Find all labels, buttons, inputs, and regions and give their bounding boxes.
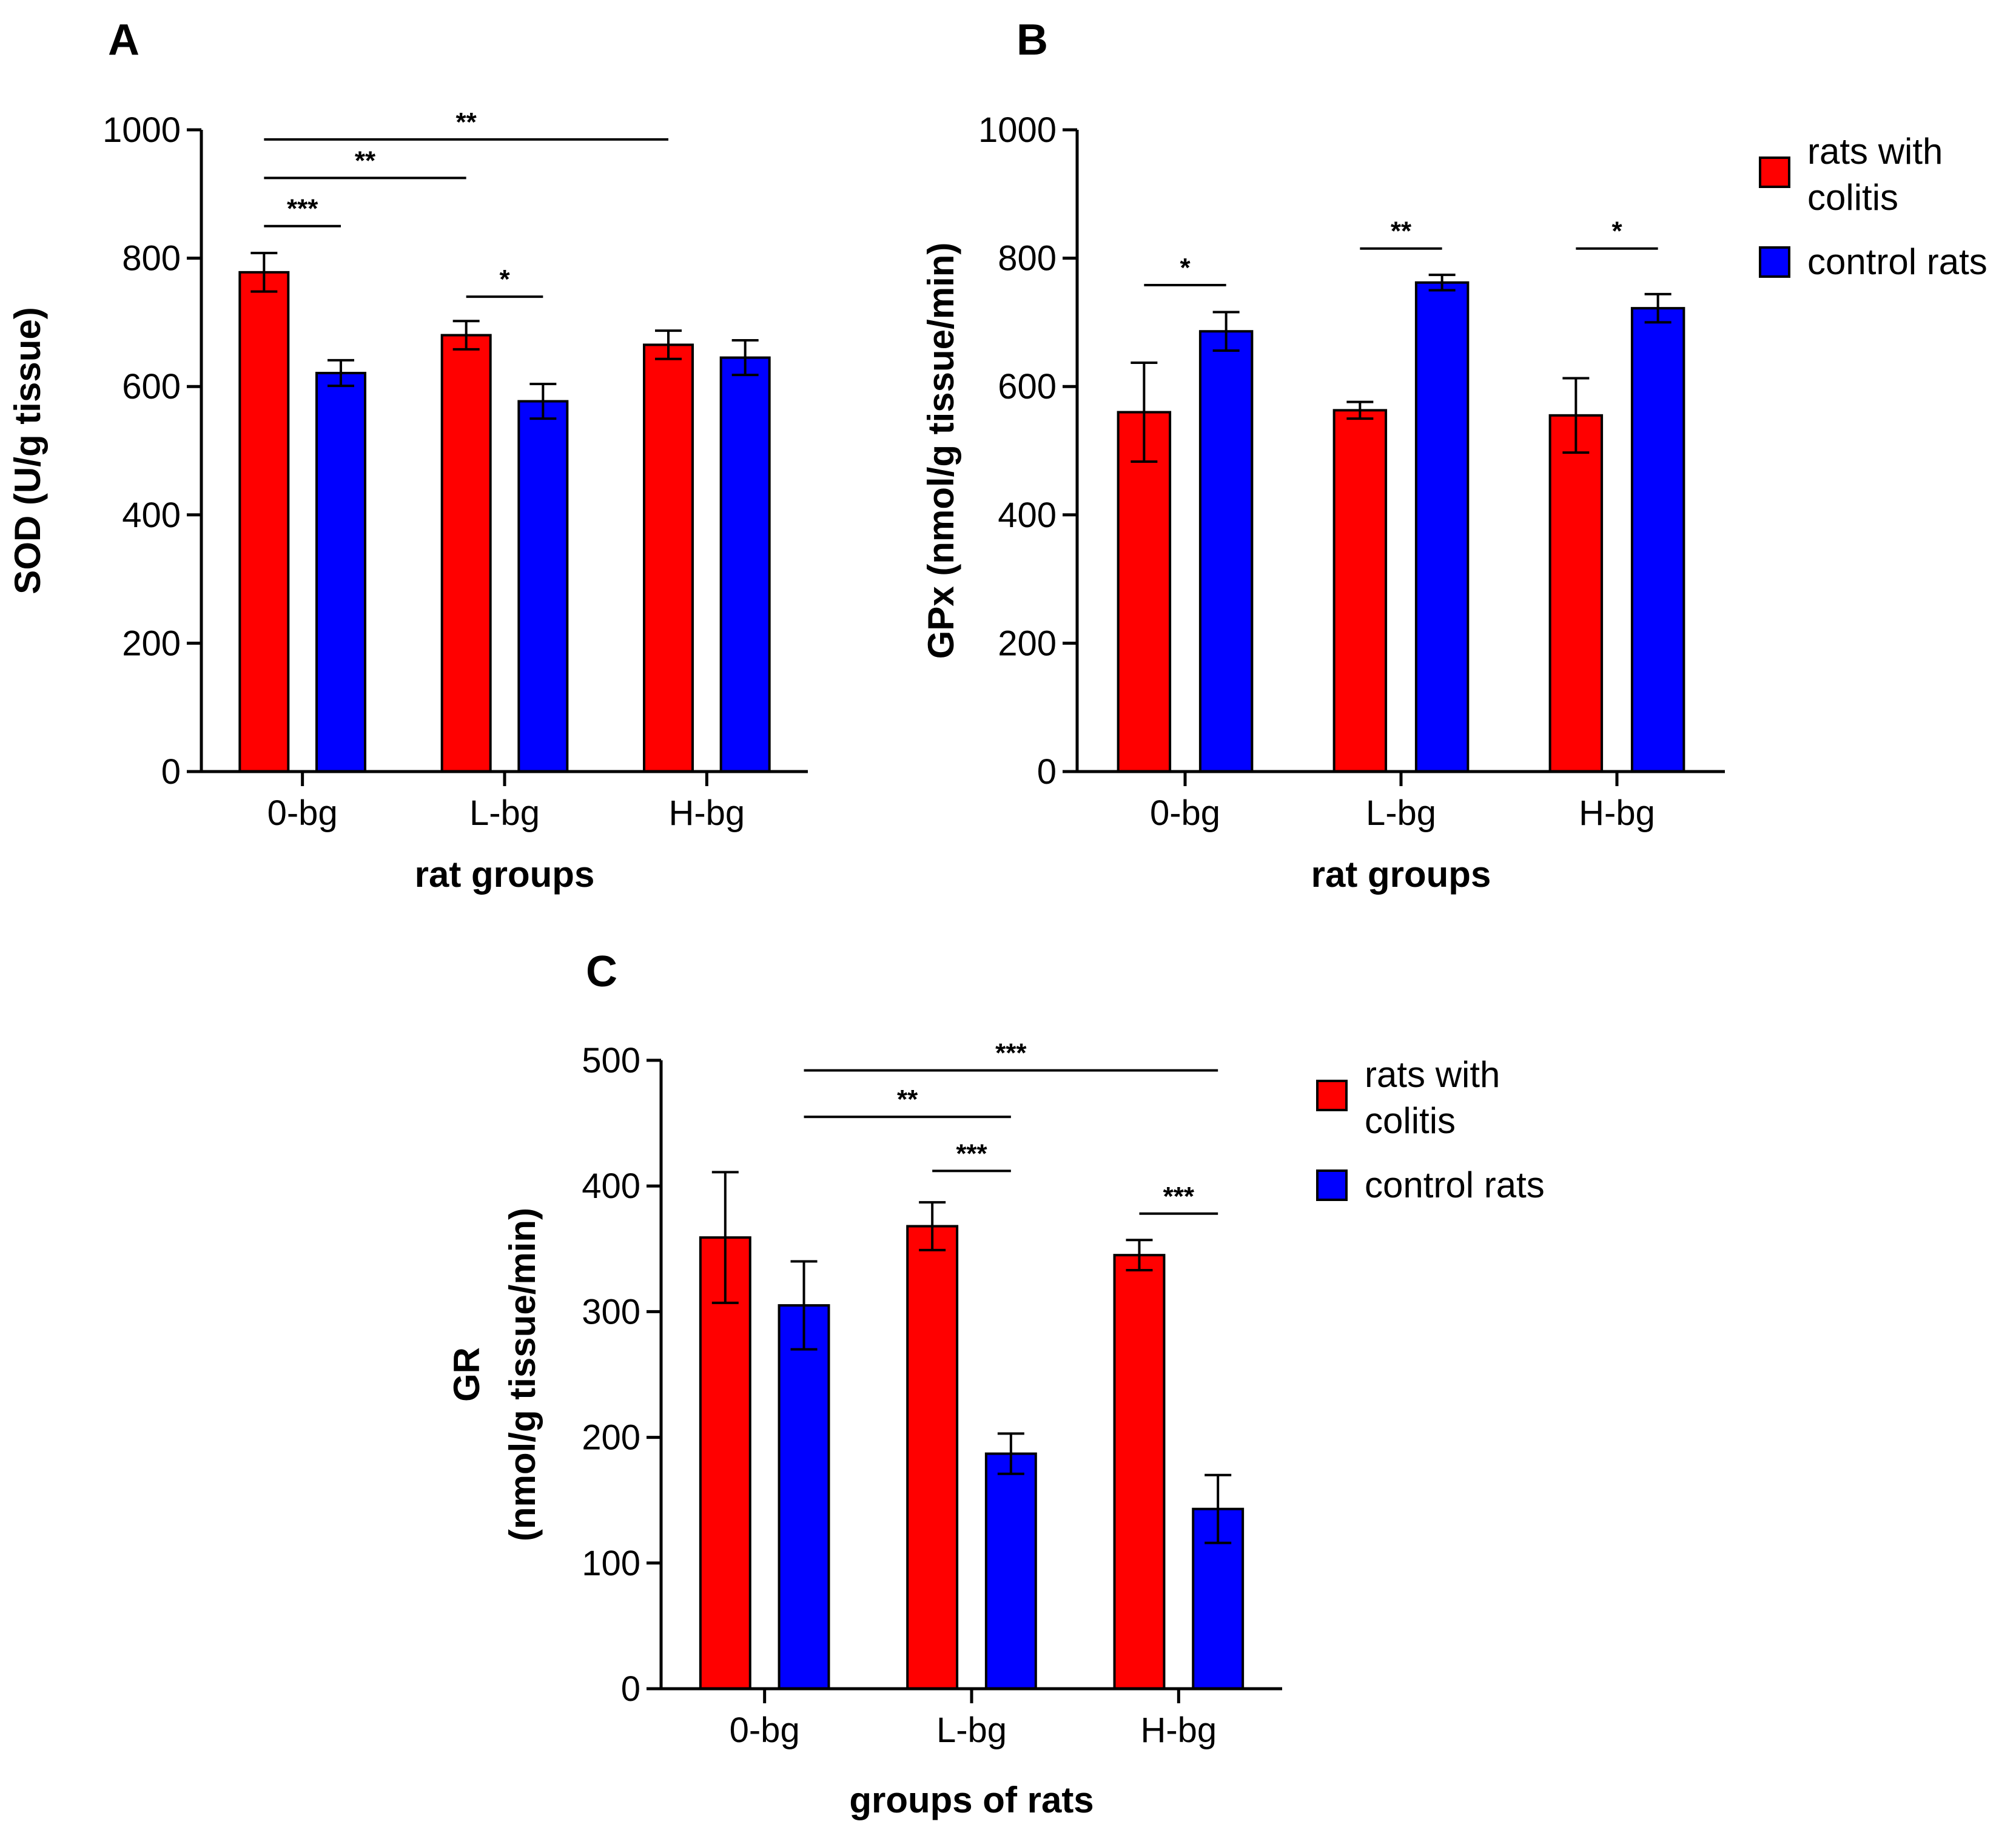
panel-letter: A (108, 16, 139, 64)
x-axis-title: groups of rats (849, 1780, 1094, 1820)
bar-colitis-0-bg (699, 1236, 751, 1690)
bar-control-0-bg (778, 1304, 830, 1691)
bar-control-H-bg (1630, 307, 1685, 773)
y-tick-label: 200 (122, 624, 181, 663)
x-axis-title: rat groups (415, 854, 595, 895)
x-tick-label: H-bg (668, 793, 745, 833)
y-tick-label: 200 (582, 1418, 640, 1458)
significance-label: *** (956, 1139, 987, 1168)
panel-letter: B (1016, 16, 1048, 64)
x-tick-label: H-bg (1140, 1711, 1217, 1750)
significance-label: * (499, 264, 510, 294)
bar-colitis-H-bg (643, 343, 694, 773)
y-tick-label: 300 (582, 1292, 640, 1331)
panel-a: A 0 200 400 600 800 1000 0-bg L-bg H-bg rat groups… (7, 16, 808, 895)
legend-swatch-colitis (1316, 1080, 1348, 1111)
bar-colitis-L-bg (906, 1225, 959, 1690)
y-axis-title: SOD (U/g tissue) (7, 307, 48, 594)
y-axis-title: GPx (nmol/g tissue/min) (921, 243, 961, 659)
legend-label-colitis: rats with (1807, 131, 1943, 172)
x-tick-label: 0-bg (1150, 793, 1220, 833)
bar-colitis-0-bg (1117, 411, 1172, 773)
legend-swatch-control (1316, 1169, 1348, 1201)
x-tick-label: 0-bg (730, 1711, 800, 1750)
bar-colitis-H-bg (1113, 1254, 1166, 1690)
bar-control-L-bg (1414, 281, 1470, 773)
y-axis-title: (nmol/g tissue/min) (502, 1208, 543, 1541)
y-tick-label: 400 (122, 496, 181, 535)
bar-colitis-L-bg (1332, 409, 1388, 773)
legend-label-control: control rats (1365, 1165, 1545, 1205)
panel-b: B 0 200 400 600 800 1000 0-bg L-bg H-bg rat groups… (921, 16, 1987, 895)
y-tick-label: 600 (122, 367, 181, 406)
y-tick-label: 200 (998, 624, 1057, 663)
significance-label: ** (1391, 217, 1412, 246)
legend-label-colitis: colitis (1365, 1100, 1456, 1141)
bar-control-0-bg (1198, 330, 1254, 773)
y-tick-label: 0 (621, 1669, 640, 1709)
bar-control-L-bg (517, 400, 569, 773)
y-tick-label: 1000 (978, 110, 1057, 150)
x-tick-label: L-bg (936, 1711, 1007, 1750)
bar-colitis-L-bg (440, 334, 492, 773)
bar-control-H-bg (719, 356, 771, 773)
x-tick-label: 0-bg (267, 793, 338, 833)
significance-label: *** (1163, 1182, 1195, 1211)
y-tick-label: 800 (122, 239, 181, 278)
y-tick-label: 0 (1037, 752, 1057, 792)
legend-label-colitis: colitis (1807, 177, 1898, 218)
x-tick-label: L-bg (1366, 793, 1436, 833)
significance-label: *** (995, 1038, 1027, 1068)
y-tick-label: 1000 (102, 110, 181, 150)
y-tick-label: 400 (998, 496, 1057, 535)
bar-control-0-bg (315, 371, 366, 773)
y-tick-label: 400 (582, 1166, 640, 1206)
legend-swatch-colitis (1759, 156, 1790, 188)
significance-label: * (1180, 253, 1191, 283)
panel-c: C 0 100 200 300 400 500 0-bg L-bg H-bg groups of r… (446, 947, 1545, 1820)
x-axis-title: rat groups (1311, 854, 1491, 895)
legend-label-control: control rats (1807, 241, 1987, 282)
legend-swatch-control (1759, 246, 1790, 278)
significance-label: ** (897, 1085, 918, 1114)
significance-label: *** (287, 194, 318, 224)
y-tick-label: 100 (582, 1544, 640, 1583)
significance-label: ** (456, 107, 477, 137)
bar-colitis-0-bg (238, 271, 290, 773)
x-tick-label: L-bg (469, 793, 540, 833)
y-tick-label: 800 (998, 239, 1057, 278)
y-tick-label: 500 (582, 1041, 640, 1080)
y-tick-label: 0 (161, 752, 181, 792)
panel-letter: C (586, 947, 617, 996)
y-tick-label: 600 (998, 367, 1057, 406)
x-tick-label: H-bg (1579, 793, 1655, 833)
significance-label: ** (355, 146, 376, 175)
significance-label: * (1611, 217, 1622, 246)
legend-label-colitis: rats with (1365, 1054, 1500, 1095)
y-axis-title: GR (446, 1347, 487, 1402)
bar-colitis-H-bg (1548, 414, 1604, 773)
bar-control-L-bg (984, 1452, 1037, 1690)
